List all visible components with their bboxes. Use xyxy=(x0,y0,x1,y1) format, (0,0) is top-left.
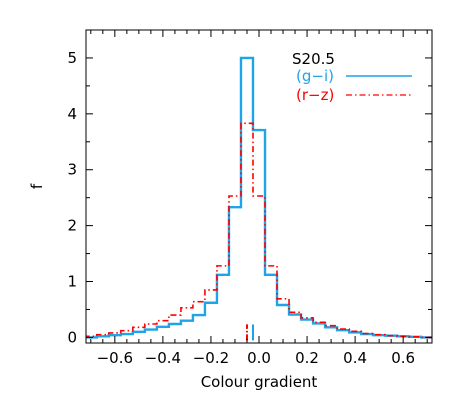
y-tick-label: 4 xyxy=(67,105,77,123)
y-axis-label: f xyxy=(28,183,46,189)
legend-label-2: (r−z) xyxy=(296,86,334,104)
series-line-1 xyxy=(86,56,432,339)
x-tick-label: 0.6 xyxy=(391,349,415,367)
x-tick-label: 0.2 xyxy=(295,349,319,367)
legend-title: S20.5 xyxy=(292,50,335,68)
x-tick-label: 0.4 xyxy=(343,349,367,367)
series-line-2 xyxy=(86,122,432,339)
y-tick-label: 0 xyxy=(67,328,77,346)
legend: S20.5 (g−i)(r−z) xyxy=(292,50,412,104)
y-tick-label: 5 xyxy=(67,49,77,67)
y-tick-label: 3 xyxy=(67,161,77,179)
series-layer xyxy=(86,56,432,341)
x-axis-label: Colour gradient xyxy=(201,373,318,391)
x-tick-label: −0.4 xyxy=(145,349,181,367)
x-tick-label: 0.0 xyxy=(247,349,271,367)
y-tick-label: 1 xyxy=(67,273,77,291)
y-tick-label: 2 xyxy=(67,217,77,235)
axis-ticks: −0.6 −0.4 −0.2 0.0 0.2 0.4 0.6 0 1 2 3 4 5 xyxy=(67,30,432,367)
x-tick-label: −0.2 xyxy=(193,349,229,367)
x-tick-label: −0.6 xyxy=(97,349,133,367)
legend-label-1: (g−i) xyxy=(296,67,334,85)
